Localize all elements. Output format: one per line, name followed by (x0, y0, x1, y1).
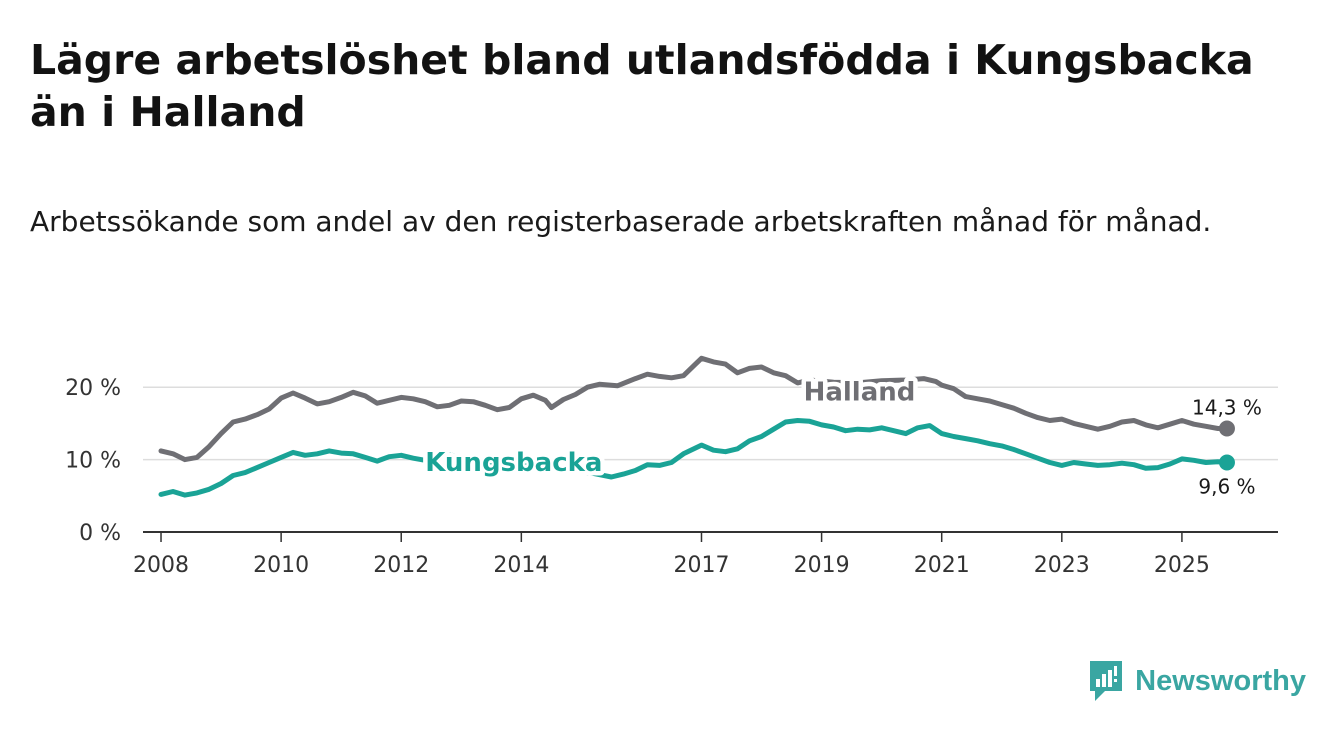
x-tick-label: 2019 (794, 553, 850, 578)
x-tick-label: 2021 (914, 553, 970, 578)
series-lines (158, 355, 1235, 498)
x-tick-label: 2010 (253, 553, 309, 578)
labels: 14,3 % 9,6 % Halland Kungsbacka (421, 373, 1262, 499)
newsworthy-logo-text: Newsworthy (1135, 664, 1306, 697)
series-line-kungsbacka (158, 418, 1230, 498)
x-tick-label: 2025 (1154, 553, 1210, 578)
newsworthy-logo[interactable]: Newsworthy (1087, 660, 1306, 702)
series-end-marker-halland (1218, 420, 1235, 437)
series-end-marker-kungsbacka (1218, 454, 1235, 471)
x-tick-label: 2023 (1034, 553, 1090, 578)
x-tick-label: 2012 (373, 553, 429, 578)
gridlines (143, 386, 1278, 461)
end-value-label-halland: 14,3 % (1192, 395, 1262, 419)
x-tick-label: 2014 (493, 553, 549, 578)
series-label-kungsbacka: Kungsbacka (425, 448, 602, 478)
series-line-halland (158, 355, 1230, 463)
x-tick-label: 2008 (133, 553, 189, 578)
x-tick-label: 2017 (673, 553, 729, 578)
series-label-halland: Halland (804, 377, 916, 407)
axes: 0 % 10 % 20 % 2008 2010 2012 2014 2017 2019 2021 2… (65, 376, 1278, 578)
y-tick-label: 20 % (65, 376, 121, 401)
y-tick-label: 0 % (79, 521, 121, 546)
end-value-label-kungsbacka: 9,6 % (1198, 475, 1255, 499)
y-tick-label: 10 % (65, 449, 121, 474)
newsworthy-logo-icon (1090, 661, 1123, 701)
chart-title: Lägre arbetslöshet bland utlandsfödda i … (30, 36, 1254, 136)
chart-subtitle: Arbetssökande som andel av den registerb… (30, 205, 1212, 238)
